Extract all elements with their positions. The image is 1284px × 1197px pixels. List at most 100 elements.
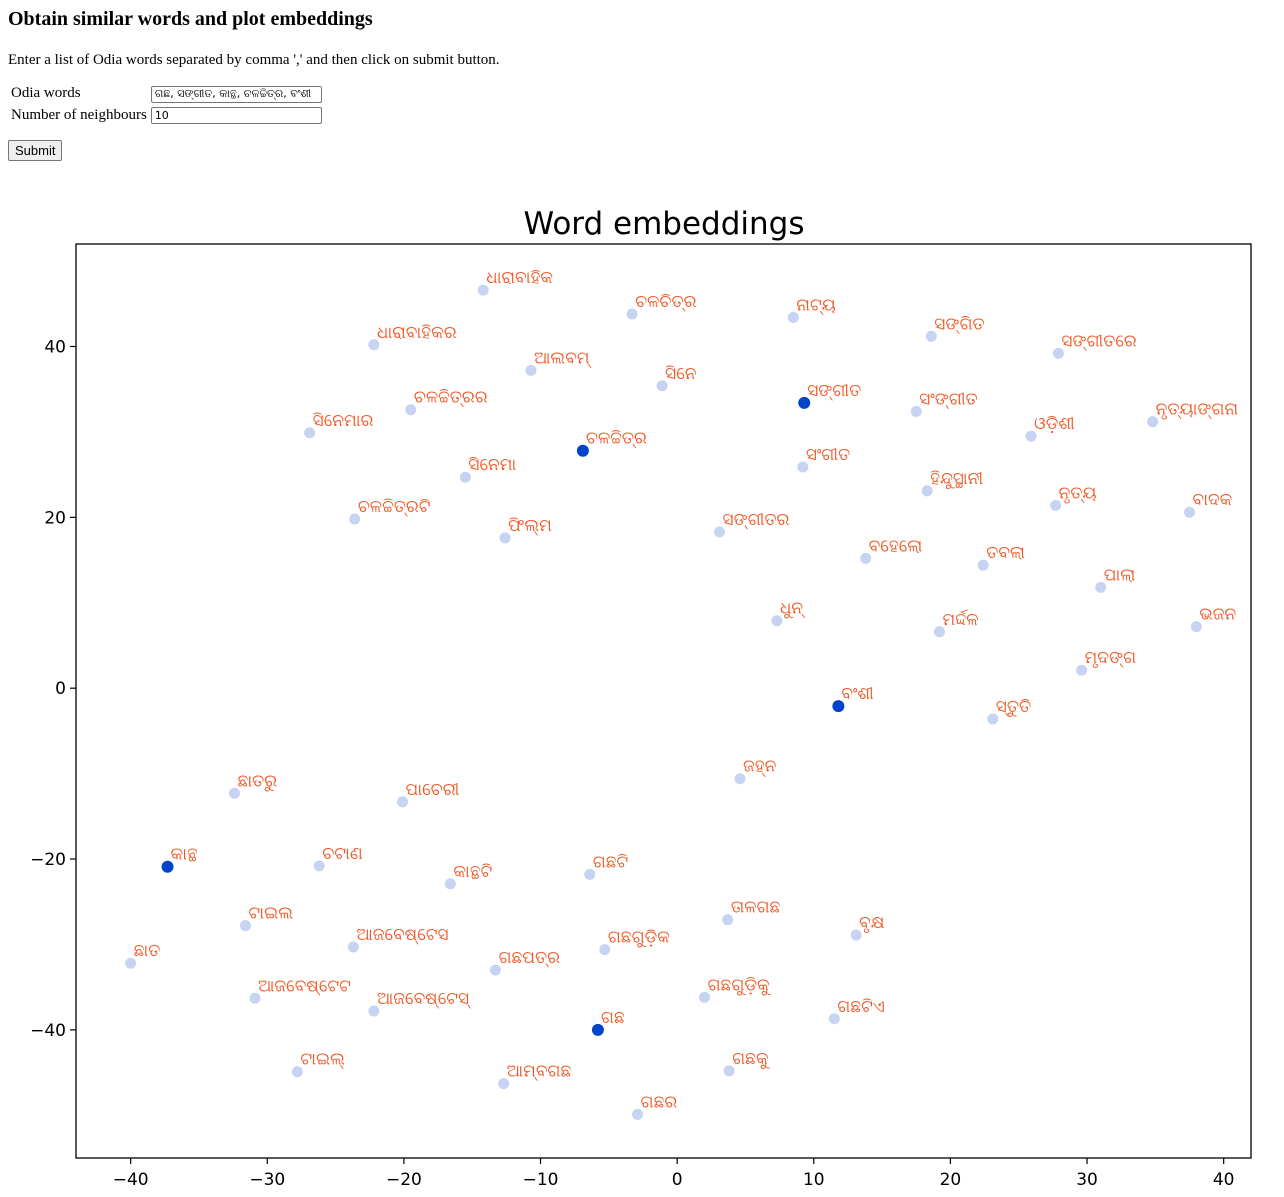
page: Obtain similar words and plot embeddings…: [8, 0, 1276, 161]
point-label: ସଂଗୀତ: [806, 445, 850, 465]
neighbour-point: [797, 461, 809, 473]
neighbour-point: [987, 713, 999, 725]
x-tick-label: −30: [249, 1170, 285, 1190]
input-form: Odia words Number of neighbours: [8, 82, 325, 127]
neighbour-point: [498, 1078, 510, 1090]
x-axis: −40 −30 −20 −10 0 10 20 30 40: [113, 1158, 1235, 1190]
neighbour-point: [1076, 664, 1088, 676]
y-tick-label: 40: [44, 338, 66, 358]
point-label: ନାଟ୍ୟ: [796, 295, 835, 315]
neighbour-point: [499, 532, 511, 544]
neighbour-point: [925, 330, 937, 342]
neighbour-point: [850, 929, 862, 941]
x-tick-label: 10: [803, 1170, 825, 1190]
neighbour-point: [249, 992, 261, 1004]
neighbour-point: [228, 787, 240, 799]
y-tick-label: −20: [30, 850, 66, 870]
point-label: ଗଛଟିଏ: [837, 997, 885, 1017]
point-label: ଆଜବେଷ୍ଟେସ: [356, 925, 448, 945]
point-label: ଓଡ଼ିଶୀ: [1034, 414, 1075, 434]
y-tick-label: 0: [55, 679, 66, 699]
chart-title: Word embeddings: [524, 206, 805, 242]
neighbour-point: [347, 941, 359, 953]
embeddings-chart: Word embeddings ଧାରାବାହିକ ଚଳଚିତ୍ର ନାଟ୍ୟ ସଙ୍…: [30, 206, 1252, 1190]
point-label: ଗଛର: [641, 1092, 678, 1112]
words-input[interactable]: [150, 85, 322, 103]
point-label: ମର୍ଦ୍ଦଳ: [942, 609, 978, 630]
point-label: ଫିଲ୍ମ: [508, 516, 552, 536]
point-label: ସଙ୍ଗୀତର: [723, 510, 790, 530]
point-label: ସଙ୍ଗୀତରେ: [1061, 331, 1137, 351]
neighbour-point: [313, 860, 325, 872]
neighbour-point: [1050, 499, 1062, 511]
point-label: ସିନେ: [665, 364, 697, 384]
point-label: ତାଳଗଛ: [731, 898, 781, 918]
point-label: ଟାଇଲ: [248, 904, 293, 924]
submit-button[interactable]: Submit: [8, 139, 63, 161]
x-tick-label: −20: [386, 1170, 422, 1190]
neighbour-point: [1025, 430, 1037, 442]
neighbour-point: [656, 380, 668, 392]
neighbour-point: [977, 559, 989, 571]
point-label: ବାଦକ: [1193, 490, 1233, 510]
neighbour-point: [626, 308, 638, 320]
neighbour-point: [1190, 621, 1202, 633]
y-axis: −40 −20 0 20 40: [30, 338, 76, 1041]
point-label: ବଂଶୀ: [841, 684, 874, 704]
point-label: ଛାତରୁ: [237, 771, 277, 791]
point-label: ଗଛଗୁଡ଼ିକୁ: [707, 975, 771, 995]
point-label: ଚଳଚ୍ଚିତ୍ରଟି: [358, 497, 431, 517]
point-label: ଚଳଚ୍ଚିତ୍ର: [586, 429, 647, 449]
point-label: ହିନ୍ଦୁସ୍ଥାନୀ: [930, 469, 983, 489]
point-label: ଭଜନ: [1199, 605, 1236, 625]
point-label: ଗଛକୁ: [732, 1049, 771, 1069]
neighbour-point: [525, 364, 537, 376]
neighbour-point: [1147, 416, 1159, 428]
point-label: ଟାଇଲ୍: [300, 1050, 345, 1070]
point-label: ଆଜବେଷ୍ଟେଟ: [258, 976, 351, 996]
neighbour-point: [459, 471, 471, 483]
point-label: ସଂଙ୍ଗୀତ: [919, 389, 977, 409]
neighbours-input[interactable]: [150, 106, 322, 124]
point-label: ଚଟାଣ: [322, 844, 363, 864]
neighbour-point: [489, 964, 501, 976]
neighbour-point: [599, 944, 611, 956]
neighbour-point: [828, 1013, 840, 1025]
y-tick-label: −40: [30, 1021, 66, 1041]
neighbour-point: [291, 1066, 303, 1078]
x-tick-label: −40: [113, 1170, 149, 1190]
point-label: ଛାତ: [134, 941, 161, 961]
query-point: [798, 396, 811, 409]
neighbour-point: [910, 405, 922, 417]
query-point: [591, 1023, 604, 1036]
neighbour-point: [239, 920, 251, 932]
point-label: କାନ୍ଥଟି: [453, 862, 492, 882]
point-label: ଚଳଚ୍ଚିତ୍ରର: [414, 388, 488, 408]
point-label: ବହେଲୋ: [869, 536, 923, 556]
neighbour-point: [584, 868, 596, 880]
neighbour-point: [368, 339, 380, 351]
neighbours-row: Number of neighbours: [10, 106, 323, 125]
point-label: ନୃତ୍ୟ: [1059, 483, 1097, 503]
point-label: ଗଛପତ୍ର: [498, 948, 560, 968]
x-tick-label: 40: [1213, 1170, 1235, 1190]
neighbours-cell: [150, 106, 323, 125]
point-label: ସଙ୍ଗିତ: [934, 314, 984, 334]
neighbour-point: [1095, 581, 1107, 593]
plot-frame: [75, 243, 1252, 1159]
words-row: Odia words: [10, 84, 323, 104]
point-label: କାନ୍ଥ: [171, 845, 198, 865]
words-cell: [150, 84, 323, 104]
point-label: ତବଲା: [986, 543, 1025, 563]
neighbour-point: [397, 796, 409, 808]
point-label: ଗଛଗୁଡ଼ିକ: [608, 928, 670, 948]
neighbour-point: [405, 404, 417, 416]
neighbour-point: [860, 552, 872, 564]
point-label: ଜହ୍ନ: [743, 757, 777, 778]
neighbour-point: [349, 513, 361, 525]
point-label: ସଙ୍ଗୀତ: [807, 381, 861, 401]
neighbour-point: [714, 526, 726, 538]
neighbour-point: [722, 914, 734, 926]
neighbour-point: [933, 626, 945, 638]
x-tick-label: 30: [1076, 1170, 1098, 1190]
